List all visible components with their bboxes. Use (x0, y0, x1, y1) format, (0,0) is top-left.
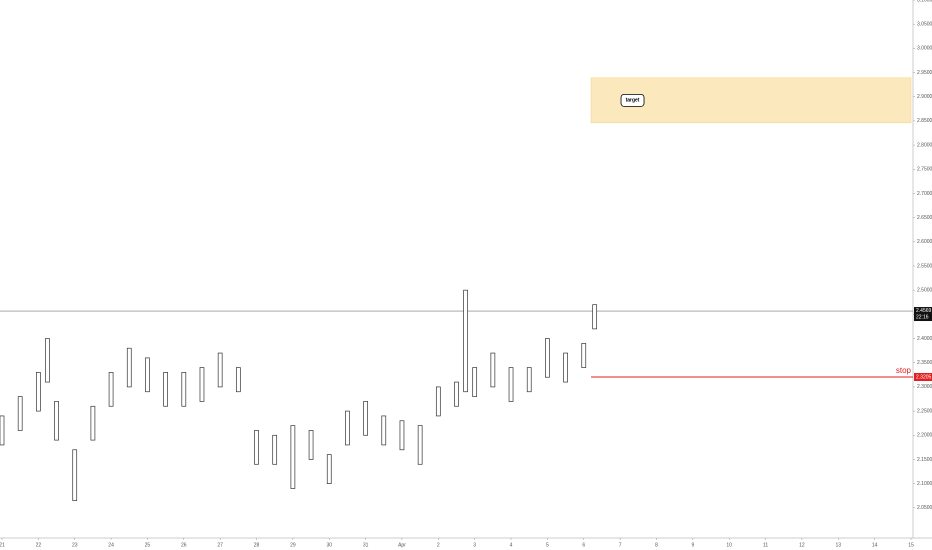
x-tick-label: 27 (217, 542, 223, 548)
y-tick-label: 2.7000 (917, 191, 932, 197)
x-tick-label: 5 (546, 542, 549, 548)
price-bar (508, 367, 514, 402)
price-bar (472, 367, 478, 397)
price-bar (126, 347, 132, 388)
x-tick-label: Apr (398, 542, 406, 548)
x-tick-label: 7 (619, 542, 622, 548)
x-tick-label: 29 (290, 542, 296, 548)
countdown-label: 22:16 (916, 314, 929, 320)
price-bar (36, 372, 41, 412)
price-bar (199, 367, 205, 402)
x-tick-label: 10 (726, 542, 732, 548)
x-tick-label: 21 (0, 542, 5, 548)
x-tick-label: 4 (510, 542, 513, 548)
y-tick-label: 2.9000 (917, 94, 932, 100)
x-tick-label: 14 (872, 542, 878, 548)
price-bar (72, 449, 78, 501)
x-tick-label: 2 (437, 542, 440, 548)
price-bar (399, 420, 405, 451)
price-bar (163, 372, 168, 407)
y-tick-label: 2.5500 (917, 263, 932, 269)
x-tick-label: 23 (72, 542, 78, 548)
y-tick-label: 2.4000 (917, 336, 932, 342)
stop-price-box (914, 372, 932, 381)
y-tick-label: 2.6000 (917, 239, 932, 245)
y-tick-label: 3.0500 (917, 22, 932, 28)
y-tick-label: 3.0000 (917, 46, 932, 52)
x-tick-label: 24 (108, 542, 114, 548)
x-tick-label: 25 (145, 542, 151, 548)
price-bar (90, 405, 96, 441)
price-bar (217, 352, 223, 388)
price-bar (326, 454, 332, 484)
price-bar (108, 372, 114, 407)
x-tick-label: 26 (181, 542, 187, 548)
price-bar (235, 367, 241, 393)
price-bar (417, 425, 423, 465)
price-bar (145, 357, 150, 393)
price-bar (0, 415, 5, 446)
price-bar (381, 415, 387, 446)
y-tick-label: 2.0500 (917, 505, 932, 511)
y-tick-label: 2.1500 (917, 457, 932, 463)
x-tick-label: 3 (473, 542, 476, 548)
target-label: target (626, 98, 640, 104)
price-bar (592, 304, 598, 330)
price-bar (526, 367, 532, 393)
price-bar (490, 352, 496, 388)
x-tick-label: 15 (908, 542, 914, 548)
price-bar (272, 434, 278, 465)
price-bar (181, 372, 187, 407)
x-tick-label: 31 (363, 542, 369, 548)
price-bar (363, 401, 368, 436)
x-tick-label: 28 (254, 542, 260, 548)
y-tick-label: 2.8000 (917, 142, 932, 148)
y-tick-label: 3.1000 (917, 0, 932, 3)
stop-label: stop (896, 366, 912, 375)
y-tick-label: 2.6500 (917, 215, 932, 221)
price-bar (17, 396, 23, 431)
price-bar (563, 352, 568, 383)
price-bar (308, 430, 314, 460)
price-bar (254, 430, 259, 465)
x-tick-label: 13 (835, 542, 841, 548)
y-tick-label: 2.3000 (917, 384, 932, 390)
x-tick-label: 8 (655, 542, 658, 548)
last-price-box (914, 307, 932, 322)
price-bar (290, 425, 296, 489)
x-tick-label: 11 (763, 542, 768, 548)
x-tick-label: 9 (691, 542, 694, 548)
price-bar (345, 410, 350, 446)
y-tick-label: 2.2000 (917, 433, 932, 439)
y-tick-label: 2.1000 (917, 481, 932, 487)
x-tick-label: 12 (799, 542, 805, 548)
price-bar (463, 289, 468, 393)
stop-price-label: 2.3205 (916, 374, 932, 380)
price-bar (45, 338, 50, 383)
y-tick-label: 2.9500 (917, 70, 932, 76)
price-bar (435, 386, 441, 417)
y-tick-label: 2.2500 (917, 408, 932, 414)
x-tick-label: 30 (326, 542, 332, 548)
y-tick-label: 2.3500 (917, 360, 932, 366)
y-tick-label: 2.5000 (917, 288, 932, 294)
y-tick-label: 2.7500 (917, 167, 932, 173)
price-bar (454, 381, 459, 407)
last-price-label: 2.4569 (916, 308, 932, 314)
target-label-box (620, 93, 645, 107)
y-tick-label: 2.8500 (917, 118, 932, 124)
price-bar (545, 338, 550, 378)
x-tick-label: 6 (582, 542, 585, 548)
price-bar (54, 401, 59, 441)
x-tick-label: 22 (36, 542, 42, 548)
price-bar (581, 343, 587, 368)
